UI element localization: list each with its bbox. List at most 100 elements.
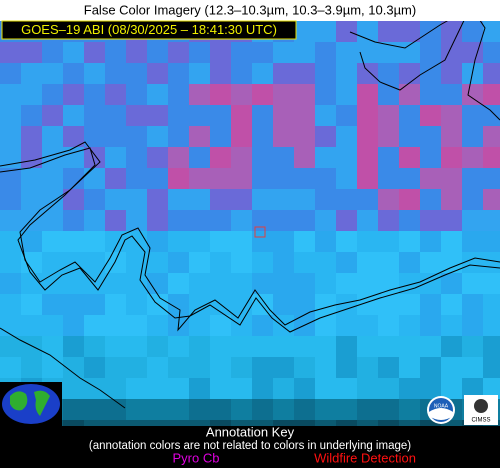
pixel [63, 231, 84, 252]
pixel [462, 168, 483, 189]
pixel [336, 231, 357, 252]
pixel [126, 357, 147, 378]
pixel [0, 273, 21, 294]
pixel [315, 378, 336, 399]
title: False Color Imagery (12.3–10.3µm, 10.3–3… [84, 2, 416, 17]
pixel [42, 168, 63, 189]
pixel [273, 399, 294, 420]
pixel [0, 168, 21, 189]
pixel [231, 378, 252, 399]
pixel [168, 147, 189, 168]
pixel [420, 42, 441, 63]
pixel [231, 42, 252, 63]
pixel [210, 357, 231, 378]
pixel [147, 126, 168, 147]
pixel [126, 273, 147, 294]
pixel [189, 378, 210, 399]
pixel [441, 294, 462, 315]
pixel [357, 336, 378, 357]
imagery-grid [0, 21, 500, 441]
pixel [252, 42, 273, 63]
pixel [147, 63, 168, 84]
pixel [315, 126, 336, 147]
pixel [147, 252, 168, 273]
pixel [231, 273, 252, 294]
pixel [462, 294, 483, 315]
pixel [63, 378, 84, 399]
pixel [399, 378, 420, 399]
pixel [168, 42, 189, 63]
pixel [84, 252, 105, 273]
pixel [420, 336, 441, 357]
pixel [273, 168, 294, 189]
pixel [105, 294, 126, 315]
pixel [21, 126, 42, 147]
pixel [399, 105, 420, 126]
pixel [189, 63, 210, 84]
pixel [84, 378, 105, 399]
pixel [441, 357, 462, 378]
pixel [210, 315, 231, 336]
pixel [126, 399, 147, 420]
pixel [105, 105, 126, 126]
pixel [441, 189, 462, 210]
pixel [399, 210, 420, 231]
pixel [63, 273, 84, 294]
pixel [126, 189, 147, 210]
pixel [357, 63, 378, 84]
pixel [441, 42, 462, 63]
pixel [84, 336, 105, 357]
pixel [378, 294, 399, 315]
pixel [126, 126, 147, 147]
pixel [441, 315, 462, 336]
pixel [168, 273, 189, 294]
pixel [483, 378, 500, 399]
pixel [336, 63, 357, 84]
pixel [147, 42, 168, 63]
pixel [294, 273, 315, 294]
pixel [399, 336, 420, 357]
pixel [63, 84, 84, 105]
pixel [336, 126, 357, 147]
pixel [315, 399, 336, 420]
pixel [42, 210, 63, 231]
pixel [462, 210, 483, 231]
pixel [378, 63, 399, 84]
pixel [63, 399, 84, 420]
pixel [294, 189, 315, 210]
pixel [105, 336, 126, 357]
pixel [84, 84, 105, 105]
pixel [231, 168, 252, 189]
pixel [0, 315, 21, 336]
pixel [294, 147, 315, 168]
pixel [441, 105, 462, 126]
pixel [441, 210, 462, 231]
pixel [294, 294, 315, 315]
pixel [378, 147, 399, 168]
pixel [420, 294, 441, 315]
pixel [42, 147, 63, 168]
pixel [315, 231, 336, 252]
pixel [105, 273, 126, 294]
pixel [63, 336, 84, 357]
pixel [63, 168, 84, 189]
pixel [189, 336, 210, 357]
pixel [378, 336, 399, 357]
pixel [105, 357, 126, 378]
pixel [42, 252, 63, 273]
pixel [441, 147, 462, 168]
pixel [105, 231, 126, 252]
pixel [273, 336, 294, 357]
pixel [42, 63, 63, 84]
pixel [273, 63, 294, 84]
pixel [357, 315, 378, 336]
pixel [420, 231, 441, 252]
pixel [399, 84, 420, 105]
pixel [273, 189, 294, 210]
pixel [168, 399, 189, 420]
pixel [0, 336, 21, 357]
pixel [420, 63, 441, 84]
pixel [336, 147, 357, 168]
pixel [0, 84, 21, 105]
pixel [105, 168, 126, 189]
